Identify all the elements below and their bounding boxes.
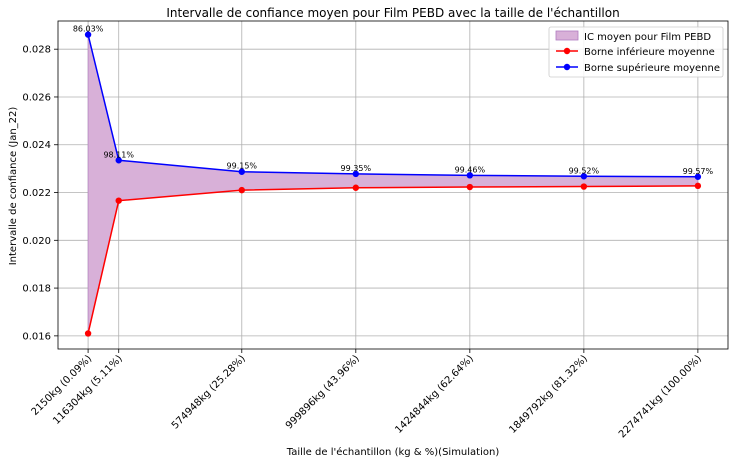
legend: IC moyen pour Film PEBD Borne inférieure… bbox=[548, 26, 724, 78]
y-tick-label: 0.022 bbox=[22, 188, 51, 199]
legend-marker-upper bbox=[563, 63, 571, 71]
coverage-annotation: 99.15% bbox=[227, 162, 258, 171]
plot-frame bbox=[57, 20, 729, 350]
data-point-lower bbox=[115, 197, 122, 204]
data-point-upper bbox=[466, 172, 474, 179]
y-axis-label: Intervalle de confiance (Jan_22) bbox=[8, 107, 19, 266]
data-point-lower bbox=[580, 183, 588, 190]
legend-label-band: IC moyen pour Film PEBD bbox=[584, 32, 711, 43]
data-point-lower bbox=[466, 183, 474, 191]
data-point-upper bbox=[84, 31, 92, 38]
coverage-annotation: 99.57% bbox=[683, 167, 714, 176]
data-point-upper bbox=[115, 157, 122, 164]
data-point-lower bbox=[694, 182, 702, 190]
coverage-annotation: 99.35% bbox=[341, 164, 372, 173]
legend-label-upper: Borne supérieure moyenne bbox=[584, 62, 720, 74]
data-point-lower bbox=[84, 330, 92, 337]
data-point-upper bbox=[580, 173, 588, 180]
coverage-annotation: 99.46% bbox=[455, 165, 486, 174]
legend-marker-lower bbox=[563, 47, 571, 55]
legend-swatch-band bbox=[555, 30, 579, 41]
coverage-annotation: 99.52% bbox=[569, 166, 600, 175]
legend-box bbox=[548, 26, 724, 78]
y-tick-label: 0.028 bbox=[22, 45, 51, 56]
y-axis: 0.016 0.018 0.020 0.022 0.024 0.026 0.028 bbox=[22, 45, 58, 342]
data-point-upper bbox=[694, 173, 702, 180]
y-tick-label: 0.018 bbox=[22, 284, 51, 295]
data-point-upper bbox=[352, 170, 360, 178]
coverage-annotation: 98.11% bbox=[103, 150, 134, 159]
y-tick-label: 0.024 bbox=[22, 140, 51, 151]
data-point-lower bbox=[352, 184, 360, 191]
legend-label-lower: Borne inférieure moyenne bbox=[584, 46, 715, 58]
data-point-upper bbox=[238, 168, 245, 175]
y-tick-label: 0.026 bbox=[22, 92, 51, 103]
data-point-lower bbox=[238, 186, 245, 194]
chart-title: Intervalle de confiance moyen pour Film … bbox=[166, 6, 619, 20]
y-tick-label: 0.020 bbox=[22, 236, 51, 247]
coverage-annotation: 86.03% bbox=[73, 25, 104, 34]
y-tick-label: 0.016 bbox=[22, 331, 51, 342]
x-axis-label: Taille de l'échantillon (kg & %)(Simulat… bbox=[286, 446, 500, 458]
annotation-layer: 86.03% 98.11% 99.15% 99.35% 99.46% 99.52% 99.5… bbox=[73, 25, 714, 176]
series-layer bbox=[84, 31, 702, 337]
